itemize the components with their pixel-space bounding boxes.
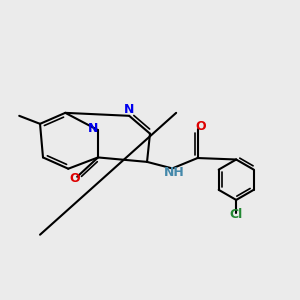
Text: O: O (69, 172, 80, 185)
Text: O: O (195, 120, 206, 133)
Text: N: N (87, 122, 98, 135)
Text: N: N (124, 103, 134, 116)
Text: NH: NH (164, 167, 184, 179)
Text: Cl: Cl (230, 208, 243, 221)
